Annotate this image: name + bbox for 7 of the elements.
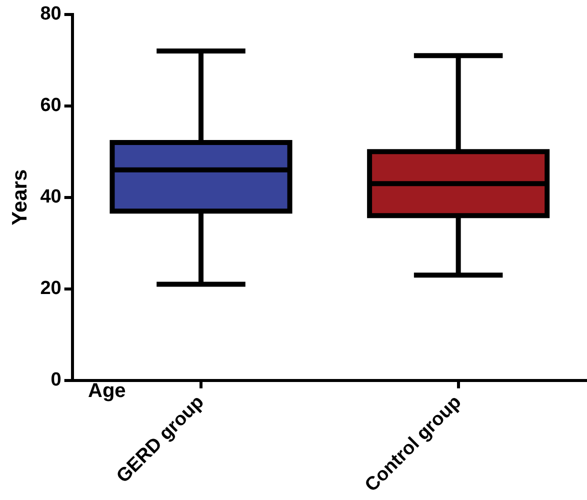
y-tick-label: 40 — [40, 186, 62, 208]
y-tick-label: 80 — [40, 4, 62, 25]
y-tick-label: 60 — [40, 95, 62, 116]
y-tick-label: 0 — [50, 370, 62, 391]
annotation: Age — [88, 380, 126, 403]
y-axis-title: Years — [8, 169, 32, 226]
y-tick-label: 20 — [40, 278, 62, 300]
